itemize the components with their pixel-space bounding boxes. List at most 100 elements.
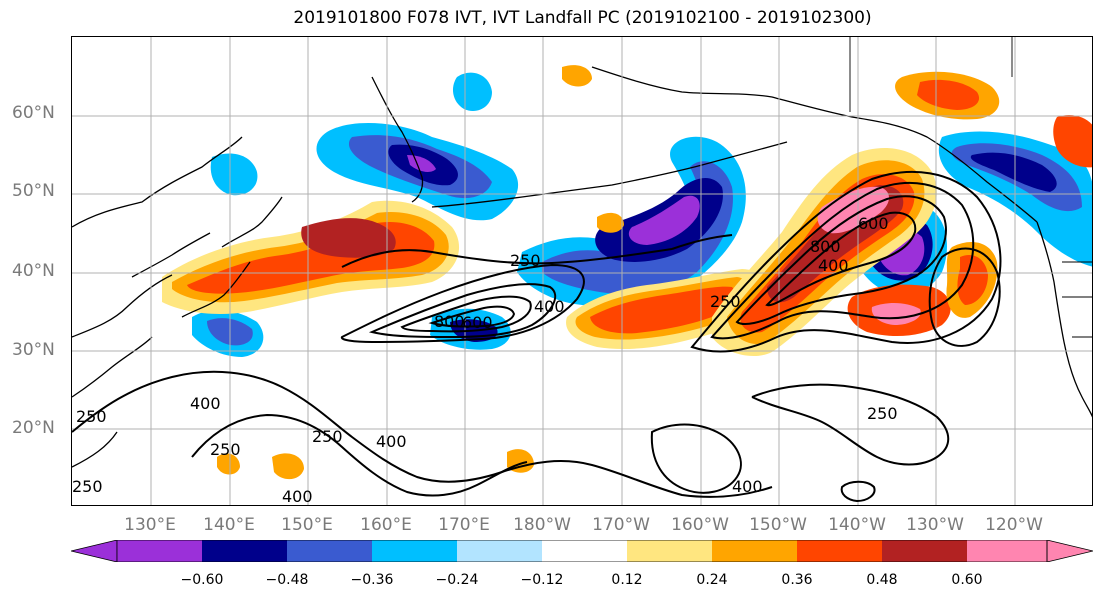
contour-label-400-f: 400 (282, 487, 313, 506)
colorbar-bin-7 (627, 540, 712, 562)
positive-field-alaska-north-core (917, 79, 980, 110)
colorbar-tick-9: 0.48 (866, 572, 898, 588)
colorbar-tick-4: −0.24 (435, 572, 479, 588)
contour-label-250-c: 250 (76, 407, 107, 426)
lat-label-20n: 20°N (12, 418, 55, 438)
colorbar-outline (116, 540, 1048, 562)
positive-spot-2 (272, 453, 304, 480)
negative-field-nw-america-core (970, 152, 1057, 192)
graticule (72, 37, 1092, 505)
negative-field-bering-max (407, 155, 436, 172)
colorbar-tick-3: −0.36 (350, 572, 394, 588)
border-canada (849, 37, 1092, 338)
negative-anomaly-fields (192, 72, 1092, 357)
colorbar-bin-11 (967, 540, 1047, 562)
contour-label-400-a: 400 (534, 297, 565, 316)
ivt-contour-250-south (72, 370, 773, 498)
contour-labels: 250 400 600 800 250 400 600 800 250 400 … (72, 214, 898, 506)
contour-label-400-d: 400 (376, 432, 407, 451)
colorbar-bin-4 (372, 540, 457, 562)
positive-field-ne-pacific-south-core (871, 303, 921, 325)
lat-label-40n: 40°N (12, 261, 55, 281)
positive-field-northeast-pacific-max (817, 186, 889, 234)
ivt-contour-400-east (710, 182, 975, 340)
contour-label-250-a: 250 (510, 251, 541, 270)
ivt-contour-250-southeast (751, 383, 950, 466)
colorbar-tick-1: −0.60 (180, 572, 224, 588)
ivt-contours (72, 170, 1002, 503)
colorbar-tick-8: 0.36 (781, 572, 813, 588)
ivt-contour-400-west (368, 283, 557, 339)
colorbar-extend-right (1046, 540, 1093, 562)
contour-label-400-c: 400 (190, 394, 221, 413)
ivt-contour-800-west (428, 305, 516, 328)
ivt-contour-600-east (735, 195, 947, 325)
ivt-contour-250-midpacific (341, 234, 733, 268)
lon-label-150e: 150°E (281, 515, 333, 535)
ivt-contour-600-west (400, 295, 532, 333)
colorbar-bin-6 (542, 540, 627, 562)
contour-label-250-f: 250 (867, 404, 898, 423)
lon-label-150w: 150°W (749, 515, 807, 535)
contour-label-800-a: 800 (434, 312, 465, 331)
contour-label-250-b: 250 (710, 292, 741, 311)
map-canvas: 250 400 600 800 250 400 600 800 250 400 … (72, 37, 1092, 506)
colorbar-bin-1 (117, 540, 202, 562)
ivt-contour-400-southeast (650, 423, 742, 494)
coastline-east-asia (72, 136, 243, 468)
positive-field-northwest-pacific-core (301, 218, 396, 258)
negative-field-midpacific-max (628, 195, 700, 245)
contour-label-400-e: 400 (732, 477, 763, 496)
positive-field-central-pacific-strong (590, 286, 736, 334)
negative-field-siberia (210, 153, 258, 196)
colorbar-bin-5 (457, 540, 542, 562)
colorbar-bin-8 (712, 540, 797, 562)
colorbar-bin-3 (287, 540, 372, 562)
colorbar-tick-5: −0.12 (520, 572, 564, 588)
lon-label-140w: 140°W (828, 515, 886, 535)
lon-label-130w: 130°W (906, 515, 964, 535)
ivt-contour-small-ring (840, 480, 876, 503)
negative-field-midpacific-inner (542, 161, 733, 295)
lon-label-180w: 180°W (513, 515, 571, 535)
colorbar-tick-10: 0.60 (951, 572, 983, 588)
lat-label-50n: 50°N (12, 181, 55, 201)
negative-field-kuril (452, 72, 492, 112)
ivt-contour-250-west (340, 263, 585, 344)
ivt-contour-250-east (690, 170, 1002, 353)
lat-label-60n: 60°N (12, 103, 55, 123)
positive-field-east-edge (1053, 115, 1092, 168)
contour-label-250-g: 250 (72, 477, 103, 496)
contour-label-600-b: 600 (858, 214, 889, 233)
contour-label-400-b: 400 (818, 256, 849, 275)
colorbar-tick-7: 0.24 (696, 572, 728, 588)
positive-spot-1 (217, 453, 240, 475)
positive-anomaly-fields (162, 65, 1092, 480)
colorbar (71, 540, 1093, 562)
lon-label-170e: 170°E (438, 515, 490, 535)
contour-label-250-e: 250 (312, 427, 343, 446)
colorbar-bin-2 (202, 540, 287, 562)
coastline-north-america (1036, 221, 1092, 418)
positive-field-california-core (957, 255, 988, 305)
contour-label-600-a: 600 (462, 313, 493, 332)
colorbar-tick-6: 0.12 (611, 572, 643, 588)
coastline-japan (181, 196, 283, 318)
ivt-contour-250-california (928, 247, 1001, 347)
lon-label-140e: 140°E (203, 515, 255, 535)
contour-label-250-d: 250 (210, 440, 241, 459)
lon-label-160e: 160°E (360, 515, 412, 535)
positive-spot-4 (597, 212, 624, 233)
contour-label-800-b: 800 (810, 237, 841, 256)
lon-label-160w: 160°W (671, 515, 729, 535)
colorbar-tick-2: −0.48 (265, 572, 309, 588)
lon-label-170w: 170°W (592, 515, 650, 535)
lon-label-120w: 120°W (985, 515, 1043, 535)
ivt-contour-800-east (765, 211, 917, 307)
colorbar-extend-left (71, 540, 118, 562)
map-title: 2019101800 F078 IVT, IVT Landfall PC (20… (293, 8, 872, 28)
lat-label-30n: 30°N (12, 340, 55, 360)
lon-label-130e: 130°E (124, 515, 176, 535)
colorbar-bin-10 (882, 540, 967, 562)
map-panel: 250 400 600 800 250 400 600 800 250 400 … (71, 36, 1093, 506)
